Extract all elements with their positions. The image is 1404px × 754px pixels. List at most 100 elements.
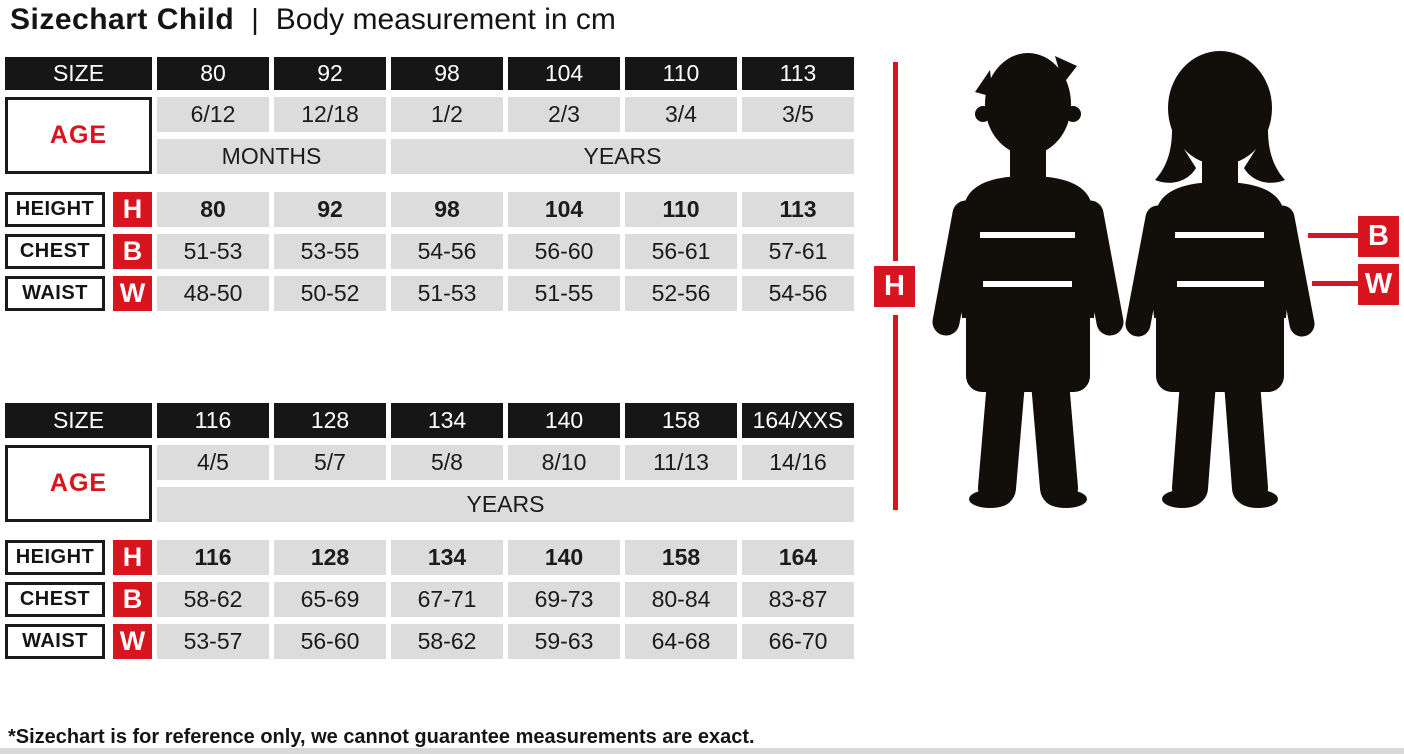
age-cell: 11/13 [625,445,737,480]
chest-key-badge: B [113,234,152,269]
chest-value: 83-87 [742,582,854,617]
size-col-header: 92 [274,57,386,90]
size-col-header: 98 [391,57,503,90]
age-cell: 12/18 [274,97,386,132]
waist-value: 48-50 [157,276,269,311]
height-value: 140 [508,540,620,575]
chest-value: 54-56 [391,234,503,269]
table-gap [5,181,854,185]
table-gap [5,529,854,533]
age-cell: 3/5 [742,97,854,132]
size-col-header: 128 [274,403,386,438]
size-col-header: 110 [625,57,737,90]
waist-row-header: WAIST W [5,276,152,311]
height-measure-line-bottom [893,315,898,510]
height-value: 80 [157,192,269,227]
boy-limbs [932,200,1124,507]
size-col-header: 140 [508,403,620,438]
chest-value: 56-60 [508,234,620,269]
age-cell: 3/4 [625,97,737,132]
chest-value: 57-61 [742,234,854,269]
waist-value: 53-57 [157,624,269,659]
girl-limbs [1125,205,1315,506]
waist-value: 58-62 [391,624,503,659]
page-title: Sizechart Child | Body measurement in cm [10,2,616,38]
page-title-main: Sizechart Child [10,3,235,36]
age-cell: 5/8 [391,445,503,480]
chest-key-badge: B [113,582,152,617]
size-col-header: 80 [157,57,269,90]
chest-row-header: CHEST B [5,234,152,269]
waist-value: 50-52 [274,276,386,311]
height-value: 92 [274,192,386,227]
measurement-lines [980,232,1264,287]
age-cell: 2/3 [508,97,620,132]
waist-value: 64-68 [625,624,737,659]
title-separator: | [251,4,259,36]
age-unit-years: YEARS [157,487,854,522]
height-value: 164 [742,540,854,575]
age-unit-months: MONTHS [157,139,386,174]
height-row-header: HEIGHT H [5,192,152,227]
height-value: 116 [157,540,269,575]
chest-label: CHEST [5,582,105,617]
height-row-header: HEIGHT H [5,540,152,575]
waist-label: WAIST [5,624,105,659]
waist-key-badge: W [113,276,152,311]
bottom-divider [0,748,1404,754]
size-col-header: 104 [508,57,620,90]
age-cell: 14/16 [742,445,854,480]
height-measure-badge: H [874,266,915,307]
height-key-badge: H [113,192,152,227]
chest-value: 58-62 [157,582,269,617]
age-cell: 4/5 [157,445,269,480]
height-value: 158 [625,540,737,575]
boy-silhouette-icon [957,53,1099,508]
size-col-header: 158 [625,403,737,438]
chest-callout-line [1308,233,1358,238]
waist-value: 56-60 [274,624,386,659]
age-cell: 5/7 [274,445,386,480]
chest-value: 65-69 [274,582,386,617]
waist-row-header: WAIST W [5,624,152,659]
waist-value: 51-53 [391,276,503,311]
size-corner-label: SIZE [5,57,152,90]
height-value: 110 [625,192,737,227]
height-value: 128 [274,540,386,575]
waist-key-badge: W [113,624,152,659]
chest-label: CHEST [5,234,105,269]
girl-silhouette-icon [1149,51,1291,508]
disclaimer-text: *Sizechart is for reference only, we can… [8,726,755,748]
boy-chest-line [980,232,1075,238]
chest-value: 53-55 [274,234,386,269]
girl-waist-line [1177,281,1264,287]
height-measure-line-top [893,62,898,261]
page-title-subtitle: Body measurement in cm [275,3,616,36]
age-cell: 8/10 [508,445,620,480]
boy-waist-line [983,281,1072,287]
chest-value: 80-84 [625,582,737,617]
size-col-header: 164/XXS [742,403,854,438]
waist-value: 54-56 [742,276,854,311]
waist-value: 52-56 [625,276,737,311]
waist-label: WAIST [5,276,105,311]
height-value: 98 [391,192,503,227]
size-corner-label: SIZE [5,403,152,438]
waist-callout-line [1312,281,1358,286]
height-label: HEIGHT [5,192,105,227]
waist-value: 66-70 [742,624,854,659]
girl-chest-line [1175,232,1264,238]
chest-row-header: CHEST B [5,582,152,617]
waist-measure-badge: W [1358,264,1399,305]
chest-value: 67-71 [391,582,503,617]
age-group-label: AGE [5,445,152,522]
child-silhouettes-illustration [932,51,1315,508]
chest-measure-badge: B [1358,216,1399,257]
waist-value: 51-55 [508,276,620,311]
height-value: 113 [742,192,854,227]
age-group-label: AGE [5,97,152,174]
waist-value: 59-63 [508,624,620,659]
sizechart-table-large: SIZE 116 128 134 140 158 164/XXS AGE 4/5… [5,403,854,659]
age-unit-years: YEARS [391,139,854,174]
